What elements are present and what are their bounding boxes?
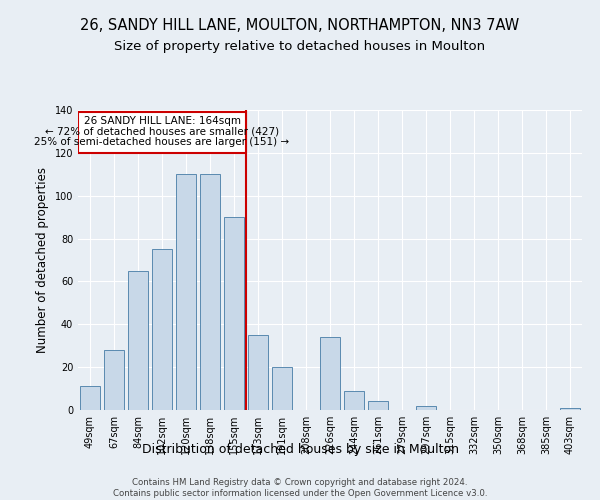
- Text: 25% of semi-detached houses are larger (151) →: 25% of semi-detached houses are larger (…: [34, 137, 290, 147]
- Y-axis label: Number of detached properties: Number of detached properties: [36, 167, 49, 353]
- FancyBboxPatch shape: [78, 112, 246, 153]
- Text: ← 72% of detached houses are smaller (427): ← 72% of detached houses are smaller (42…: [45, 126, 279, 136]
- Bar: [248, 335, 268, 410]
- Bar: [200, 174, 220, 410]
- Text: Distribution of detached houses by size in Moulton: Distribution of detached houses by size …: [142, 444, 458, 456]
- Bar: [416, 406, 436, 410]
- Bar: [80, 386, 100, 410]
- Text: 26 SANDY HILL LANE: 164sqm: 26 SANDY HILL LANE: 164sqm: [83, 116, 241, 126]
- Text: Size of property relative to detached houses in Moulton: Size of property relative to detached ho…: [115, 40, 485, 53]
- Text: 26, SANDY HILL LANE, MOULTON, NORTHAMPTON, NN3 7AW: 26, SANDY HILL LANE, MOULTON, NORTHAMPTO…: [80, 18, 520, 32]
- Bar: [368, 402, 388, 410]
- Bar: [128, 270, 148, 410]
- Bar: [344, 390, 364, 410]
- Bar: [104, 350, 124, 410]
- Bar: [272, 367, 292, 410]
- Bar: [176, 174, 196, 410]
- Text: Contains HM Land Registry data © Crown copyright and database right 2024.
Contai: Contains HM Land Registry data © Crown c…: [113, 478, 487, 498]
- Bar: [560, 408, 580, 410]
- Bar: [152, 250, 172, 410]
- Bar: [224, 217, 244, 410]
- Bar: [320, 337, 340, 410]
